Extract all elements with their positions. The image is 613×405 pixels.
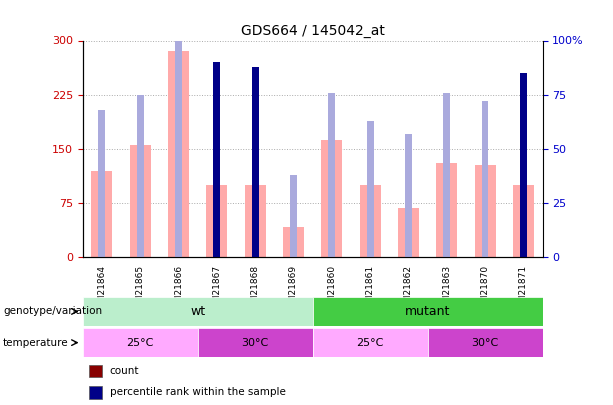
Text: 25°C: 25°C: [126, 338, 154, 347]
Bar: [83, 328, 197, 357]
Bar: [290, 175, 297, 257]
Bar: [252, 66, 259, 257]
Text: 25°C: 25°C: [356, 338, 384, 347]
Bar: [522, 129, 525, 257]
Text: genotype/variation: genotype/variation: [3, 307, 102, 316]
Text: 30°C: 30°C: [471, 338, 498, 347]
Bar: [436, 163, 457, 257]
Bar: [428, 328, 543, 357]
Bar: [83, 297, 313, 326]
Text: temperature: temperature: [3, 338, 69, 347]
Text: count: count: [110, 367, 139, 376]
Bar: [283, 227, 304, 257]
Bar: [207, 185, 227, 257]
Bar: [213, 62, 220, 257]
Bar: [329, 92, 335, 257]
Text: 30°C: 30°C: [242, 338, 268, 347]
Bar: [474, 165, 495, 257]
Bar: [313, 328, 428, 357]
Bar: [443, 92, 450, 257]
Bar: [253, 97, 257, 257]
Bar: [91, 171, 112, 257]
Title: GDS664 / 145042_at: GDS664 / 145042_at: [241, 24, 384, 38]
Bar: [367, 121, 373, 257]
Bar: [513, 185, 534, 257]
Text: wt: wt: [190, 305, 205, 318]
Text: mutant: mutant: [405, 305, 451, 318]
Bar: [405, 134, 412, 257]
Text: percentile rank within the sample: percentile rank within the sample: [110, 388, 286, 397]
Bar: [175, 34, 182, 257]
Bar: [130, 145, 151, 257]
Bar: [321, 140, 342, 257]
Bar: [215, 95, 219, 257]
Bar: [245, 185, 265, 257]
Bar: [398, 208, 419, 257]
Bar: [252, 66, 259, 257]
Bar: [213, 62, 220, 257]
Bar: [313, 297, 543, 326]
Bar: [360, 185, 381, 257]
Bar: [520, 73, 527, 257]
Bar: [197, 328, 313, 357]
Bar: [137, 95, 143, 257]
Bar: [168, 51, 189, 257]
Bar: [99, 110, 105, 257]
Bar: [520, 73, 527, 257]
Bar: [482, 101, 489, 257]
